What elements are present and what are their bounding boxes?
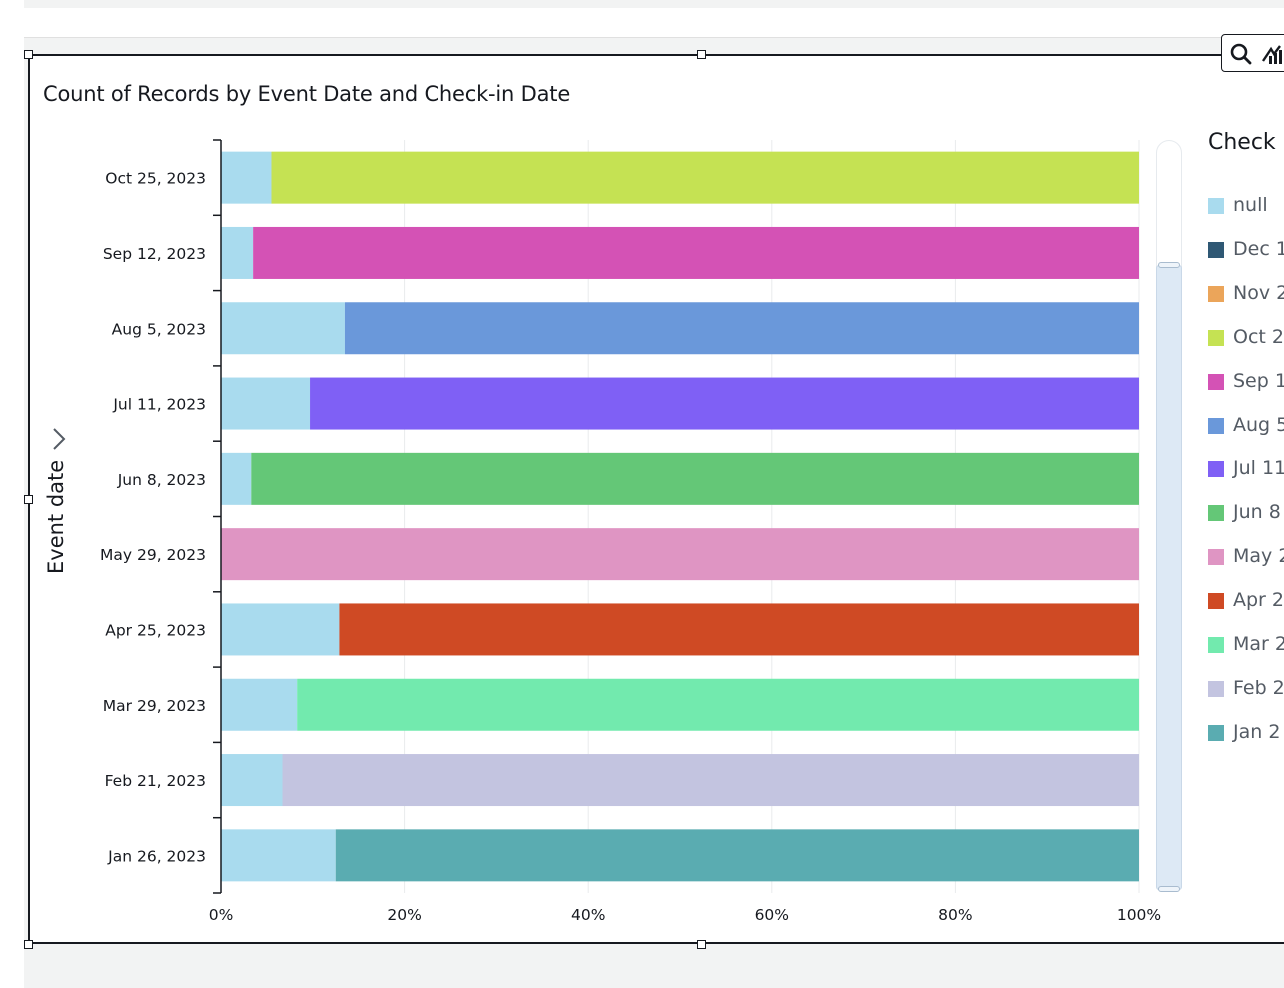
bar-segment-null — [221, 603, 340, 656]
bar-segment-check-in — [271, 151, 1139, 204]
bar-segment-null — [221, 829, 336, 882]
bar-segment-null — [221, 302, 345, 355]
bar-segment-check-in — [221, 528, 1139, 581]
legend-swatch — [1208, 505, 1224, 522]
bar-segment-null — [221, 226, 254, 279]
legend-label: Jul 11 — [1233, 457, 1284, 480]
bar-segment-null — [221, 754, 283, 807]
legend-swatch — [1208, 461, 1224, 478]
legend-swatch — [1208, 637, 1224, 653]
legend-label: null — [1233, 194, 1268, 216]
previous-visual-panel — [24, 8, 1284, 38]
bar-segment-null — [221, 377, 311, 430]
y-axis-tick-label: Sep 12, 2023 — [103, 245, 206, 263]
y-axis-tick-label: Jul 11, 2023 — [112, 396, 206, 414]
scrollbar-grip-top[interactable] — [1158, 262, 1180, 268]
legend-swatch — [1208, 593, 1224, 610]
legend-title: Check I — [1208, 130, 1284, 155]
legend-swatch — [1208, 285, 1224, 302]
legend-swatch — [1208, 198, 1224, 214]
chart-title: Count of Records by Event Date and Check… — [43, 82, 571, 106]
y-axis-tick-label: Aug 5, 2023 — [112, 320, 206, 338]
legend-swatch — [1208, 724, 1224, 741]
legend-label: Feb 2 — [1233, 676, 1284, 699]
legend-label: Dec 1 — [1233, 237, 1284, 260]
legend-label: Jan 2 — [1233, 720, 1281, 743]
legend-label: Oct 2 — [1233, 325, 1284, 348]
resize-handle-top-middle[interactable] — [697, 50, 706, 59]
resize-handle-middle-left[interactable] — [24, 495, 33, 504]
bar-segment-null — [221, 452, 252, 505]
bar-segment-check-in — [335, 829, 1139, 882]
bar-segment-check-in — [253, 226, 1139, 279]
left-gutter — [0, 0, 24, 988]
x-axis-tick-label: 20% — [387, 906, 421, 924]
resize-handle-bottom-middle[interactable] — [697, 940, 706, 949]
chart-scrollbar-thumb[interactable] — [1156, 265, 1182, 890]
bar-segment-check-in — [297, 678, 1140, 731]
bar-segment-check-in — [339, 603, 1139, 656]
x-axis-tick-label: 60% — [755, 906, 789, 924]
y-axis-tick-label: Oct 25, 2023 — [105, 170, 206, 188]
legend-swatch — [1208, 329, 1224, 346]
y-axis-tick-label: Jan 26, 2023 — [107, 847, 206, 865]
legend-swatch — [1208, 549, 1224, 566]
chevron-right-icon[interactable] — [47, 426, 69, 452]
y-axis-tick-label: Apr 25, 2023 — [105, 621, 206, 639]
legend-label: May 2 — [1233, 545, 1284, 568]
drill-chart-icon[interactable] — [1260, 41, 1284, 67]
legend-label: Jun 8 — [1233, 501, 1281, 524]
resize-handle-top-left[interactable] — [24, 50, 33, 59]
bar-segment-check-in — [344, 302, 1139, 355]
sheet-background — [24, 946, 1284, 988]
x-axis-tick-label: 0% — [209, 906, 234, 924]
legend-swatch — [1208, 241, 1224, 258]
bar-segment-check-in — [282, 754, 1140, 807]
bar-segment-null — [221, 151, 272, 204]
bar-segment-check-in — [251, 452, 1139, 505]
y-axis-tick-label: Feb 21, 2023 — [105, 772, 206, 790]
y-axis-tick-label: Mar 29, 2023 — [103, 697, 206, 715]
legend-swatch — [1208, 373, 1224, 390]
legend-label: Sep 1 — [1233, 369, 1284, 392]
y-axis-tick-label: Jun 8, 2023 — [117, 471, 206, 489]
x-axis-tick-label: 40% — [571, 906, 605, 924]
top-strip — [24, 0, 1284, 8]
x-axis-tick-label: 100% — [1117, 906, 1161, 924]
scrollbar-grip-bottom[interactable] — [1158, 886, 1180, 892]
legend-label: Nov 2 — [1233, 281, 1284, 304]
legend-label: Mar 2 — [1233, 633, 1284, 655]
legend-swatch — [1208, 680, 1224, 697]
legend-label: Apr 2 — [1233, 589, 1284, 612]
visual-toolbar — [1221, 34, 1284, 72]
x-axis-tick-label: 80% — [938, 906, 972, 924]
legend-label: Aug 5 — [1233, 413, 1284, 436]
bar-segment-null — [221, 678, 298, 731]
search-icon[interactable] — [1228, 41, 1254, 67]
legend-swatch — [1208, 417, 1224, 434]
bar-segment-check-in — [310, 377, 1139, 430]
resize-handle-bottom-left[interactable] — [24, 940, 33, 949]
y-axis-tick-label: May 29, 2023 — [100, 546, 206, 564]
